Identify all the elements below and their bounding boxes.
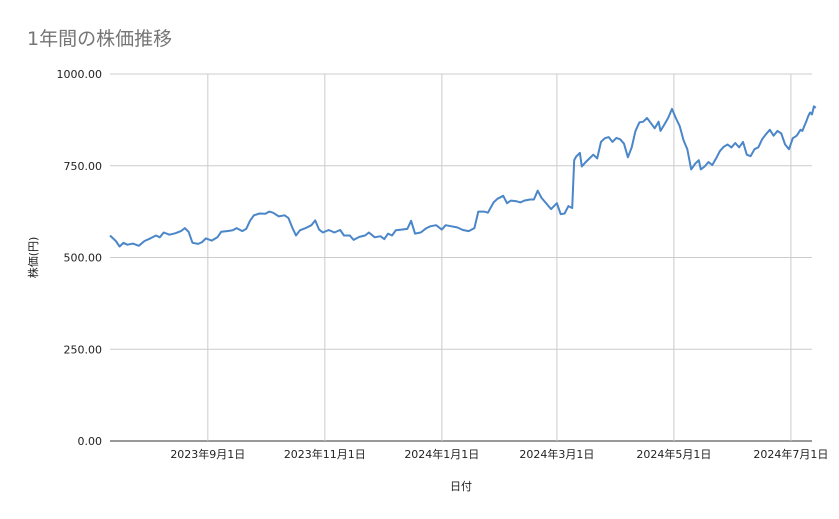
x-axis-title: 日付 bbox=[450, 480, 472, 493]
x-axis-ticks: 2023年9月1日 2023年11月1日 2024年1月1日 2024年3月1日 202… bbox=[170, 447, 828, 461]
y-axis-ticks: 0.00 250.00 500.00 750.00 1000.00 bbox=[57, 68, 103, 448]
chart-title: 1年間の株価推移 bbox=[27, 28, 173, 50]
y-tick-label: 250.00 bbox=[64, 343, 103, 356]
series-line bbox=[109, 105, 817, 248]
y-tick-label: 500.00 bbox=[64, 252, 103, 265]
y-tick-label: 1000.00 bbox=[57, 68, 103, 81]
x-tick-label: 2024年3月1日 bbox=[519, 447, 594, 461]
x-tick-label: 2023年11月1日 bbox=[284, 447, 366, 461]
y-tick-label: 0.00 bbox=[78, 435, 103, 448]
x-tick-label: 2024年5月1日 bbox=[636, 447, 711, 461]
x-tick-label: 2024年1月1日 bbox=[404, 447, 479, 461]
series-group bbox=[109, 105, 817, 248]
y-axis-title: 株価(円) bbox=[26, 237, 40, 279]
x-tick-label: 2023年9月1日 bbox=[170, 447, 245, 461]
gridlines bbox=[110, 73, 812, 442]
y-tick-label: 750.00 bbox=[64, 160, 103, 173]
x-tick-label: 2024年7月1日 bbox=[753, 447, 828, 461]
